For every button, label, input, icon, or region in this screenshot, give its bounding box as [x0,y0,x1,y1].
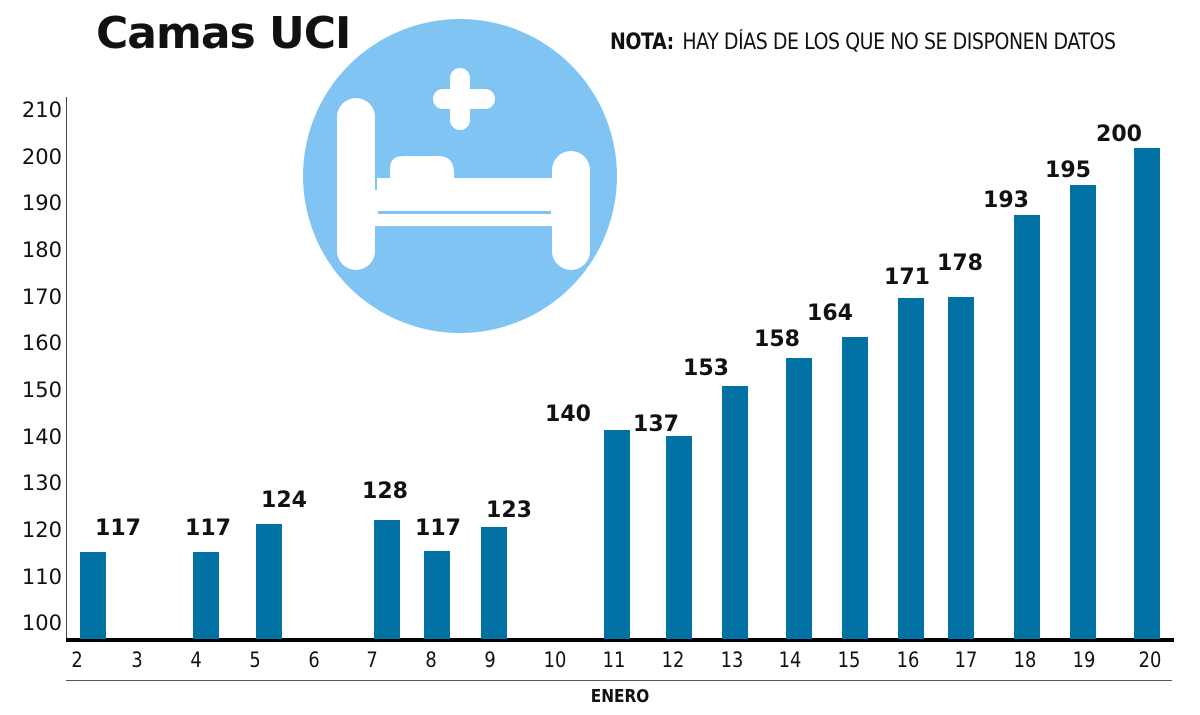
value-label: 124 [261,488,307,513]
bar-day-12 [666,436,692,639]
x-tick: 11 [602,648,626,672]
value-label: 158 [754,327,800,352]
y-tick: 120 [21,518,62,542]
bar-day-7 [374,520,400,639]
value-label: 178 [937,251,983,276]
x-tick: 7 [366,648,378,672]
x-tick: 3 [131,648,143,672]
x-tick: 18 [1013,648,1037,672]
x-tick: 14 [778,648,802,672]
y-tick: 210 [21,98,62,122]
x-tick: 13 [720,648,744,672]
value-label: 193 [983,188,1029,213]
chart-note: NOTA: HAY DÍAS DE LOS QUE NO SE DISPONEN … [610,30,1116,55]
bar-day-4 [193,552,219,639]
x-tick: 16 [896,648,920,672]
value-label: 117 [95,516,141,541]
bar-day-8 [424,551,450,639]
value-label: 117 [185,516,231,541]
value-label: 195 [1045,158,1091,183]
bar-day-20 [1134,148,1160,639]
value-label: 153 [683,356,729,381]
y-tick: 100 [21,611,62,635]
bar-day-5 [256,524,282,639]
x-tick: 6 [308,648,320,672]
y-tick: 130 [21,471,62,495]
y-tick: 170 [21,285,62,309]
y-tick: 190 [21,191,62,215]
bar-day-11 [604,430,630,639]
y-tick: 180 [21,238,62,262]
hospital-bed-icon [303,19,617,333]
note-text: HAY DÍAS DE LOS QUE NO SE DISPONEN DATOS [682,30,1116,55]
chart-title: Camas UCI [96,8,351,59]
y-tick: 150 [21,378,62,402]
x-tick: 17 [954,648,978,672]
bar-day-18 [1014,215,1040,639]
note-label: NOTA: [610,30,674,55]
value-label: 128 [362,479,408,504]
value-label: 171 [884,265,930,290]
value-label: 200 [1096,122,1142,147]
value-label: 164 [807,301,853,326]
y-tick: 140 [21,425,62,449]
x-axis-divider [66,680,1172,681]
x-tick: 20 [1138,648,1162,672]
x-tick: 10 [543,648,567,672]
bar-day-9 [481,527,507,639]
x-axis-line [66,638,1174,642]
x-tick: 12 [661,648,685,672]
x-tick: 4 [190,648,202,672]
x-tick: 8 [425,648,437,672]
bar-day-19 [1070,185,1096,639]
y-tick: 200 [21,145,62,169]
value-label: 117 [415,516,461,541]
bar-day-17 [948,297,974,639]
x-tick: 19 [1072,648,1096,672]
x-tick: 5 [249,648,261,672]
value-label: 140 [545,402,591,427]
bar-day-14 [786,358,812,639]
bar-day-16 [898,298,924,639]
y-tick: 110 [21,565,62,589]
x-axis-title: ENERO [590,686,650,707]
bar-day-2 [80,552,106,639]
x-tick: 2 [71,648,83,672]
bar-day-13 [722,386,748,639]
value-label: 123 [486,498,532,523]
y-axis-line [66,97,67,640]
bar-day-15 [842,337,868,639]
x-tick: 9 [484,648,496,672]
value-label: 137 [633,412,679,437]
x-tick: 15 [837,648,861,672]
y-tick: 160 [21,331,62,355]
